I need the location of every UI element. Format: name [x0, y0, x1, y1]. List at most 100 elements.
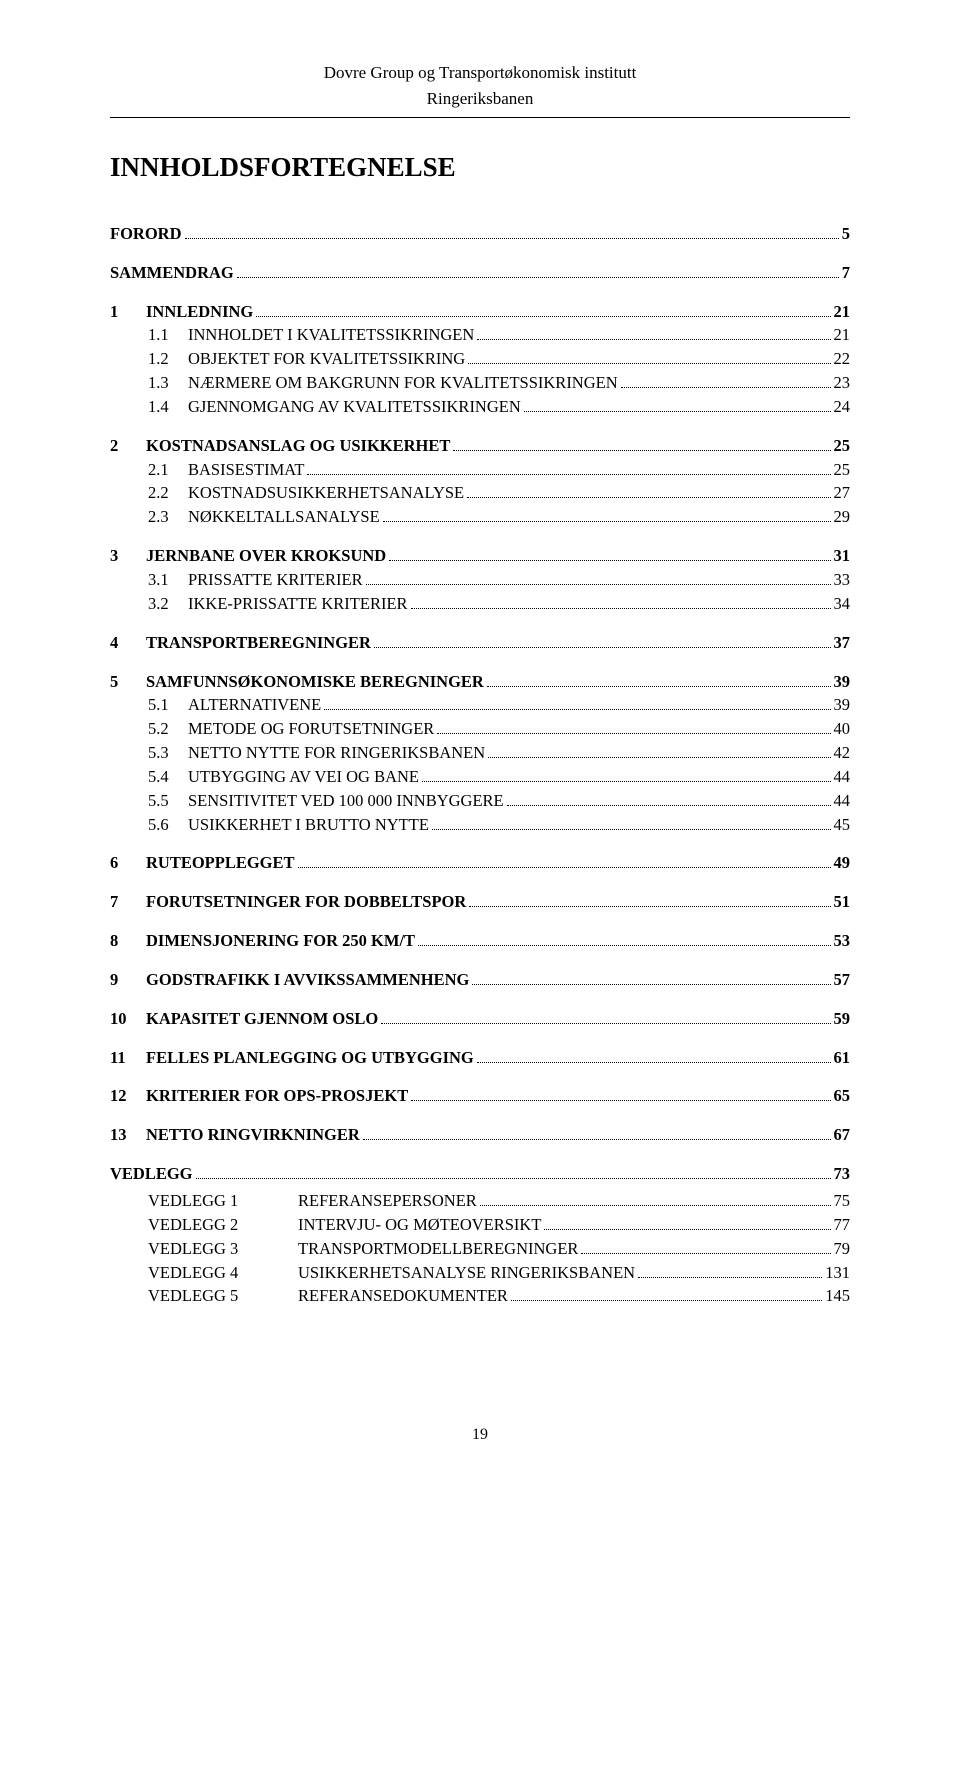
dot-leader — [237, 262, 839, 278]
toc-entry-page: 7 — [842, 263, 850, 283]
toc-entry-number: 5.1 — [148, 695, 188, 715]
vedlegg-page: 145 — [825, 1286, 850, 1306]
dot-leader — [432, 814, 831, 830]
toc-entry-number: 4 — [110, 633, 146, 653]
dot-leader — [307, 459, 830, 475]
toc-entry-page: 67 — [834, 1125, 851, 1145]
toc-entry-page: 25 — [834, 436, 851, 456]
toc-entry-page: 39 — [834, 672, 851, 692]
toc-entry-label: 9GODSTRAFIKK I AVVIKSSAMMENHENG — [110, 970, 469, 990]
toc-section-row: 10KAPASITET GJENNOM OSLO59 — [110, 1008, 850, 1029]
vedlegg-row: VEDLEGG 2INTERVJU- OG MØTEOVERSIKT77 — [148, 1214, 850, 1235]
toc-entry-number: 11 — [110, 1048, 146, 1068]
vedlegg-label: VEDLEGG 3 — [148, 1239, 298, 1259]
toc-entry-label: 7FORUTSETNINGER FOR DOBBELTSPOR — [110, 892, 466, 912]
toc-entry-text: NØKKELTALLSANALYSE — [188, 507, 380, 526]
toc-entry-page: 51 — [834, 892, 851, 912]
toc-sub-row: 3.2IKKE-PRISSATTE KRITERIER34 — [148, 593, 850, 614]
toc-section-row: 1INNLEDNING21 — [110, 301, 850, 322]
toc-entry-label: 5SAMFUNNSØKONOMISKE BEREGNINGER — [110, 672, 484, 692]
vedlegg-page: 75 — [834, 1191, 851, 1211]
dot-leader — [256, 301, 830, 317]
toc-entry-number: 5.2 — [148, 719, 188, 739]
toc-section-row: 9GODSTRAFIKK I AVVIKSSAMMENHENG 57 — [110, 969, 850, 990]
toc-entry-page: 42 — [834, 743, 851, 763]
toc-section-row: FORORD5 — [110, 223, 850, 244]
header-line-1: Dovre Group og Transportøkonomisk instit… — [110, 60, 850, 86]
toc-entry-label: 13NETTO RINGVIRKNINGER — [110, 1125, 360, 1145]
toc-entry-label: 5.4UTBYGGING AV VEI OG BANE — [148, 767, 419, 787]
toc-entry-text: SAMFUNNSØKONOMISKE BEREGNINGER — [146, 672, 484, 691]
dot-leader — [453, 435, 830, 451]
toc-entry-page: 44 — [834, 791, 851, 811]
vedlegg-row: VEDLEGG 4USIKKERHETSANALYSE RINGERIKSBAN… — [148, 1262, 850, 1283]
toc-entry-page: 37 — [834, 633, 851, 653]
toc-sub-row: 1.2OBJEKTET FOR KVALITETSSIKRING22 — [148, 348, 850, 369]
toc-entry-label: 5.6USIKKERHET I BRUTTO NYTTE — [148, 815, 429, 835]
toc-sub-row: 5.5SENSITIVITET VED 100 000 INNBYGGERE44 — [148, 790, 850, 811]
toc-section-row: 2KOSTNADSANSLAG OG USIKKERHET25 — [110, 435, 850, 456]
toc-entry-label: 8DIMENSJONERING FOR 250 KM/T — [110, 931, 415, 951]
toc-entry-label: 12KRITERIER FOR OPS-PROSJEKT — [110, 1086, 408, 1106]
toc-entry-text: NÆRMERE OM BAKGRUNN FOR KVALITETSSIKRING… — [188, 373, 618, 392]
vedlegg-text: REFERANSEDOKUMENTER — [298, 1286, 508, 1306]
toc-entry-text: PRISSATTE KRITERIER — [188, 570, 363, 589]
toc-entry-page: 61 — [834, 1048, 851, 1068]
vedlegg-text: TRANSPORTMODELLBEREGNINGER — [298, 1239, 578, 1259]
toc-entry-text: KRITERIER FOR OPS-PROSJEKT — [146, 1086, 408, 1105]
dot-leader — [437, 718, 830, 734]
toc-entry-text: NETTO NYTTE FOR RINGERIKSBANEN — [188, 743, 485, 762]
toc-section-row: VEDLEGG73 — [110, 1163, 850, 1184]
toc-entry-number: 1.4 — [148, 397, 188, 417]
dot-leader — [324, 695, 830, 711]
toc-entry-label: FORORD — [110, 224, 182, 244]
vedlegg-label: VEDLEGG 2 — [148, 1215, 298, 1235]
toc-section-row: 6RUTEOPPLEGGET49 — [110, 853, 850, 874]
toc-entry-page: 57 — [834, 970, 851, 990]
toc-entry-label: 3.2IKKE-PRISSATTE KRITERIER — [148, 594, 408, 614]
toc-entry-page: 39 — [834, 695, 851, 715]
toc-entry-page: 65 — [834, 1086, 851, 1106]
toc-entry-text: JERNBANE OVER KROKSUND — [146, 546, 386, 565]
dot-leader — [621, 372, 831, 388]
vedlegg-row: VEDLEGG 3TRANSPORTMODELLBEREGNINGER 79 — [148, 1238, 850, 1259]
page-header: Dovre Group og Transportøkonomisk instit… — [110, 60, 850, 111]
toc-entry-text: ALTERNATIVENE — [188, 695, 321, 714]
dot-leader — [411, 1086, 830, 1102]
toc-entry-text: SENSITIVITET VED 100 000 INNBYGGERE — [188, 791, 504, 810]
toc-entry-label: 2.3NØKKELTALLSANALYSE — [148, 507, 380, 527]
vedlegg-row: VEDLEGG 1REFERANSEPERSONER75 — [148, 1190, 850, 1211]
toc-sub-row: 5.6USIKKERHET I BRUTTO NYTTE45 — [148, 814, 850, 835]
dot-leader — [511, 1286, 822, 1302]
toc-sub-row: 5.3NETTO NYTTE FOR RINGERIKSBANEN42 — [148, 742, 850, 763]
toc-entry-text: FELLES PLANLEGGING OG UTBYGGING — [146, 1048, 474, 1067]
toc-entry-text: SAMMENDRAG — [110, 263, 234, 282]
dot-leader — [196, 1163, 831, 1179]
vedlegg-page: 79 — [834, 1239, 851, 1259]
dot-leader — [638, 1262, 822, 1278]
toc-entry-number: 2.1 — [148, 460, 188, 480]
toc-section-row: 11FELLES PLANLEGGING OG UTBYGGING 61 — [110, 1047, 850, 1068]
dot-leader — [524, 396, 831, 412]
toc-section-row: 12KRITERIER FOR OPS-PROSJEKT 65 — [110, 1086, 850, 1107]
toc-entry-number: 2 — [110, 436, 146, 456]
header-divider — [110, 117, 850, 118]
toc-entry-page: 31 — [834, 546, 851, 566]
toc-sub-row: 5.2METODE OG FORUTSETNINGER40 — [148, 718, 850, 739]
dot-leader — [411, 593, 831, 609]
toc-entry-label: 6RUTEOPPLEGGET — [110, 853, 295, 873]
toc-entry-number: 5 — [110, 672, 146, 692]
toc-section-row: SAMMENDRAG 7 — [110, 262, 850, 283]
toc-entry-text: INNHOLDET I KVALITETSSIKRINGEN — [188, 325, 474, 344]
toc-entry-number: 8 — [110, 931, 146, 951]
toc-entry-number: 1.3 — [148, 373, 188, 393]
toc-entry-text: RUTEOPPLEGGET — [146, 853, 295, 872]
toc-entry-text: INNLEDNING — [146, 302, 253, 321]
toc-entry-text: BASISESTIMAT — [188, 460, 304, 479]
toc-entry-text: GJENNOMGANG AV KVALITETSSIKRINGEN — [188, 397, 521, 416]
toc-entry-number: 2.2 — [148, 483, 188, 503]
toc-entry-label: 1INNLEDNING — [110, 302, 253, 322]
dot-leader — [507, 790, 831, 806]
dot-leader — [381, 1008, 830, 1024]
toc-section-row: 13NETTO RINGVIRKNINGER 67 — [110, 1124, 850, 1145]
